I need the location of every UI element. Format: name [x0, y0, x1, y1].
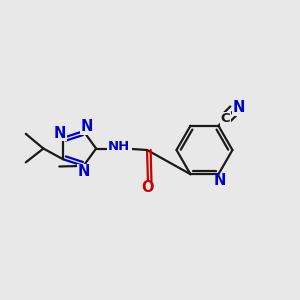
Text: N: N	[78, 164, 90, 179]
Text: N: N	[214, 173, 226, 188]
Text: C: C	[221, 112, 230, 125]
Text: O: O	[142, 180, 154, 195]
Text: N: N	[80, 119, 93, 134]
Text: N: N	[232, 100, 245, 115]
Text: N: N	[54, 126, 66, 141]
Text: NH: NH	[108, 140, 130, 153]
